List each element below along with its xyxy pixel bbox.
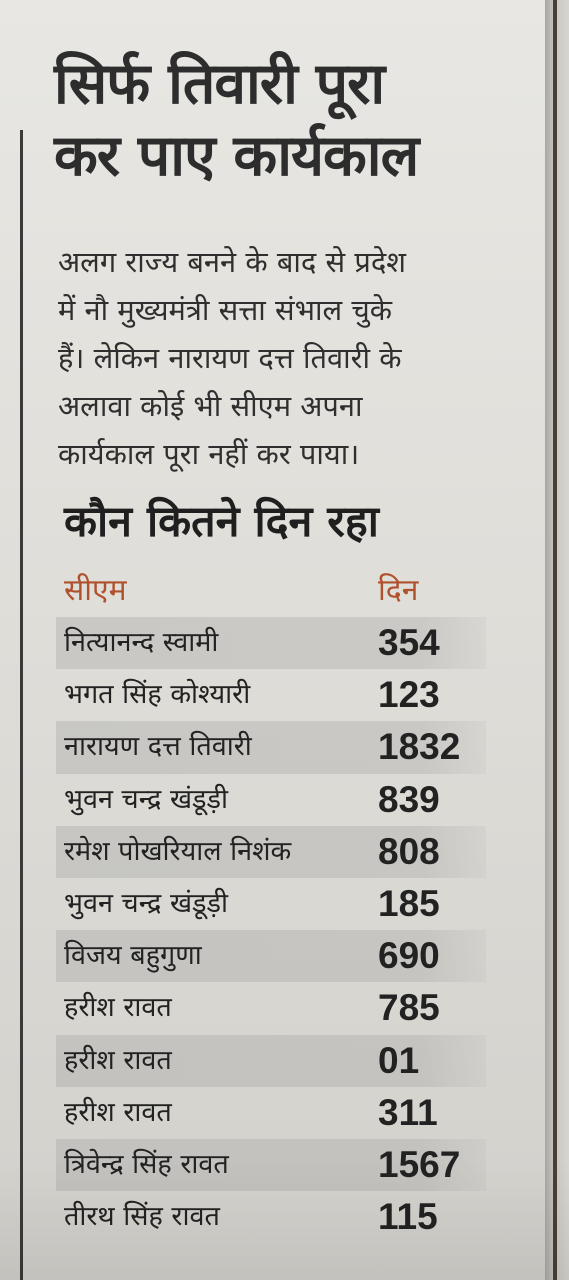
table-row: भुवन चन्द्र खंडूड़ी 185 bbox=[56, 878, 486, 930]
cm-name: त्रिवेन्द्र सिंह रावत bbox=[64, 1148, 229, 1180]
cm-name: हरीश रावत bbox=[64, 1096, 172, 1128]
days-value: 1832 bbox=[378, 726, 461, 768]
cm-name: नित्यानन्द स्वामी bbox=[64, 627, 219, 658]
table-row: त्रिवेन्द्र सिंह रावत 1567 bbox=[56, 1138, 486, 1192]
days-value: 785 bbox=[378, 987, 440, 1029]
headline-line-2: कर पाए कार्यकाल bbox=[54, 123, 419, 189]
headline: सिर्फ तिवारी पूरा कर पाए कार्यकाल bbox=[54, 48, 524, 192]
table-row: विजय बहुगुणा 690 bbox=[56, 930, 486, 983]
cm-tenure-table: नित्यानन्द स्वामी 354 भगत सिंह कोश्यारी … bbox=[56, 617, 486, 1243]
days-value: 808 bbox=[378, 830, 440, 872]
column-divider bbox=[553, 0, 557, 1280]
table-row: नारायण दत्त तिवारी 1832 bbox=[56, 721, 486, 774]
days-value: 185 bbox=[378, 882, 440, 924]
table-row: नित्यानन्द स्वामी 354 bbox=[56, 617, 486, 670]
days-value: 115 bbox=[378, 1196, 438, 1238]
cm-name: विजय बहुगुणा bbox=[64, 940, 202, 972]
page-edge-shadow bbox=[545, 0, 569, 1280]
intro-line-4: अलावा कोई भी सीएम अपना bbox=[58, 389, 363, 423]
headline-line-1: सिर्फ तिवारी पूरा bbox=[54, 51, 385, 117]
table-row: तीरथ सिंह रावत 115 bbox=[56, 1191, 486, 1243]
intro-line-5: कार्यकाल पूरा नहीं कर पाया। bbox=[58, 437, 360, 471]
intro-line-3: हैं। लेकिन नारायण दत्त तिवारी के bbox=[58, 341, 402, 375]
days-value: 311 bbox=[378, 1091, 438, 1133]
days-value: 839 bbox=[378, 778, 440, 820]
cm-name: हरीश रावत bbox=[64, 992, 172, 1024]
column-header-cm: सीएम bbox=[64, 573, 127, 608]
intro-paragraph: अलग राज्य बनने के बाद से प्रदेश में नौ म… bbox=[58, 238, 488, 478]
days-value: 1567 bbox=[378, 1143, 461, 1185]
column-rule bbox=[20, 130, 23, 1280]
table-row: हरीश रावत 785 bbox=[56, 982, 486, 1034]
column-header-days: दिन bbox=[378, 573, 419, 608]
cm-name: तीरथ सिंह रावत bbox=[64, 1201, 220, 1233]
days-value: 690 bbox=[378, 935, 440, 977]
cm-name: भुवन चन्द्र खंडूड़ी bbox=[64, 783, 228, 815]
cm-name: भगत सिंह कोश्यारी bbox=[64, 679, 251, 711]
days-value: 123 bbox=[378, 674, 440, 716]
cm-name: नारायण दत्त तिवारी bbox=[64, 731, 252, 763]
subheading: कौन कितने दिन रहा bbox=[64, 497, 379, 547]
cm-name: हरीश रावत bbox=[64, 1044, 172, 1076]
days-value: 01 bbox=[378, 1039, 420, 1081]
cm-name: रमेश पोखरियाल निशंक bbox=[64, 835, 292, 867]
days-value: 354 bbox=[378, 622, 440, 663]
table-row: रमेश पोखरियाल निशंक 808 bbox=[56, 825, 486, 878]
cm-name: भुवन चन्द्र खंडूड़ी bbox=[64, 887, 228, 919]
table-row: हरीश रावत 01 bbox=[56, 1034, 486, 1087]
table-row: हरीश रावत 311 bbox=[56, 1087, 486, 1139]
intro-line-1: अलग राज्य बनने के बाद से प्रदेश bbox=[58, 245, 406, 279]
intro-line-2: में नौ मुख्यमंत्री सत्ता संभाल चुके bbox=[58, 293, 393, 327]
table-row: भुवन चन्द्र खंडूड़ी 839 bbox=[56, 774, 486, 826]
table-row: भगत सिंह कोश्यारी 123 bbox=[56, 669, 486, 721]
